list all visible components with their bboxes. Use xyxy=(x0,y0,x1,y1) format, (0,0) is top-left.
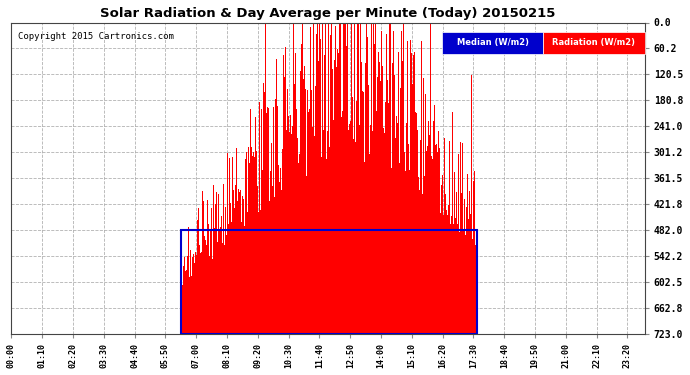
Bar xyxy=(181,230,477,334)
FancyBboxPatch shape xyxy=(442,32,543,54)
Text: Copyright 2015 Cartronics.com: Copyright 2015 Cartronics.com xyxy=(18,32,174,41)
FancyBboxPatch shape xyxy=(543,32,644,54)
Text: Radiation (W/m2): Radiation (W/m2) xyxy=(553,38,635,47)
Title: Solar Radiation & Day Average per Minute (Today) 20150215: Solar Radiation & Day Average per Minute… xyxy=(100,7,555,20)
Text: Median (W/m2): Median (W/m2) xyxy=(457,38,529,47)
